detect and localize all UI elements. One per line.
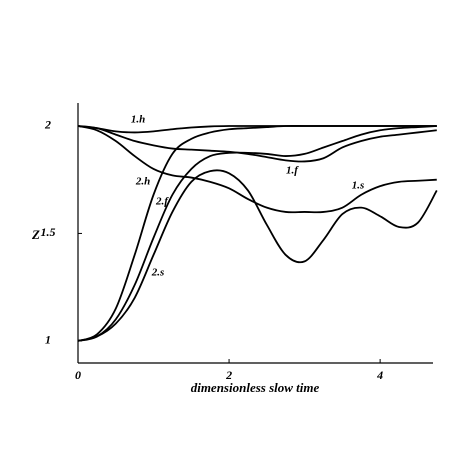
series-label: 1.s: [352, 180, 365, 192]
series-label: 1.f: [286, 165, 299, 177]
y-tick-label: 1: [45, 333, 51, 347]
series-label: 1.h: [131, 114, 145, 126]
line: [77, 125, 437, 214]
y-tick-label: 1.5: [41, 225, 56, 239]
series-label: 2.s: [151, 267, 165, 279]
line: [77, 125, 437, 342]
line: [77, 125, 437, 163]
y-tick-label: 2: [44, 118, 51, 132]
x-tick-label: 0: [75, 368, 81, 382]
line: [77, 169, 438, 342]
line: [77, 125, 437, 342]
x-tick-label: 4: [376, 368, 383, 382]
series-label: 2.f: [155, 196, 169, 208]
series-label: 2.h: [135, 176, 150, 188]
x-axis-label: dimensionless slow time: [191, 380, 320, 395]
x-tick-label: 2: [225, 368, 232, 382]
y-axis-label: Z: [31, 227, 40, 242]
